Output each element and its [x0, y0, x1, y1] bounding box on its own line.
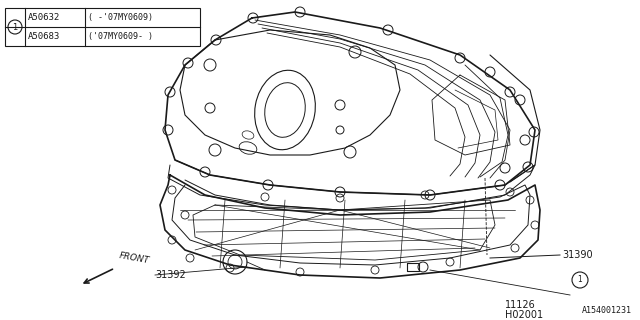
- Bar: [5, 8, 200, 46]
- Text: 31392: 31392: [155, 270, 186, 280]
- Text: 1: 1: [12, 22, 18, 31]
- Text: 31390: 31390: [562, 250, 593, 260]
- Text: ( -'07MY0609): ( -'07MY0609): [88, 13, 153, 22]
- Text: A154001231: A154001231: [582, 306, 632, 315]
- Text: 11126: 11126: [505, 300, 536, 310]
- Text: FRONT: FRONT: [118, 251, 150, 265]
- Text: ('07MY0609- ): ('07MY0609- ): [88, 32, 153, 41]
- Text: A50632: A50632: [28, 13, 60, 22]
- Text: 1: 1: [578, 276, 582, 284]
- Text: H02001: H02001: [505, 310, 543, 320]
- Text: A50683: A50683: [28, 32, 60, 41]
